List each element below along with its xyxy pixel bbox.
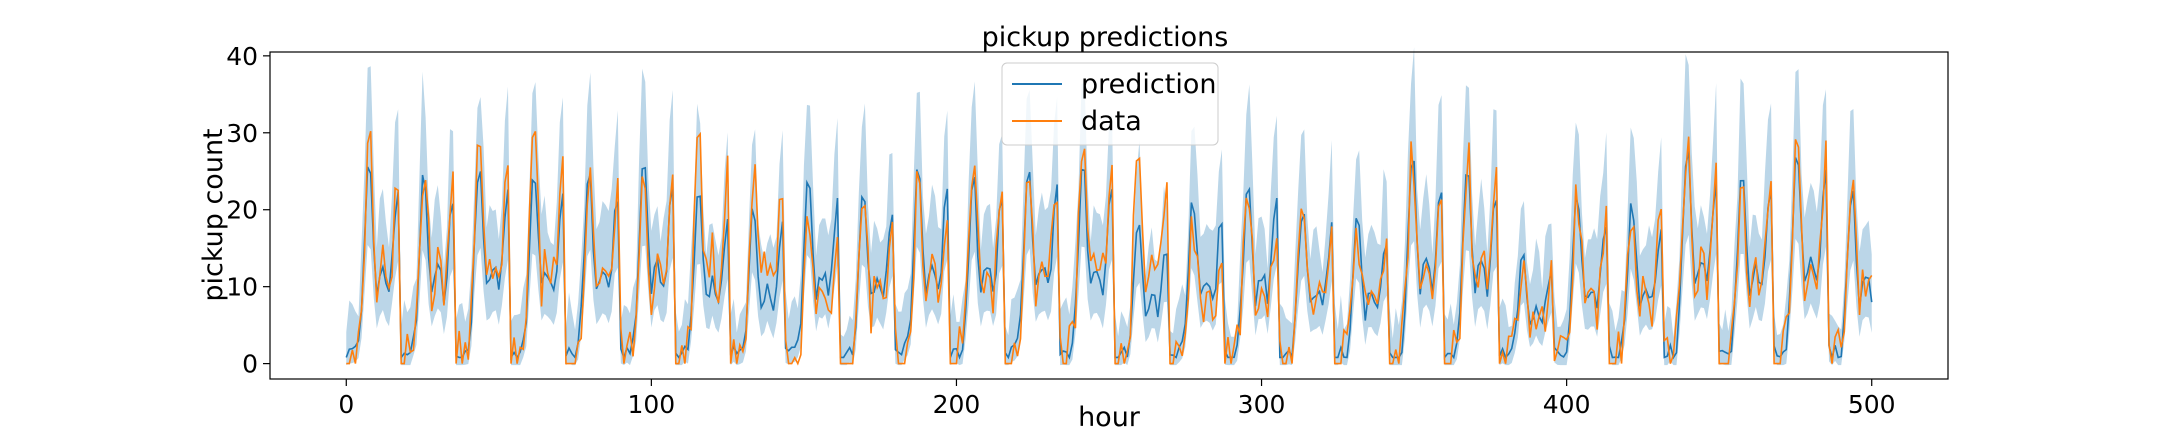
x-tick-label: 200 (933, 390, 981, 419)
y-tick-label: 20 (226, 196, 258, 225)
x-axis-label: hour (1078, 402, 1141, 432)
series-line-data (346, 130, 1873, 366)
y-axis-ticks: 0 10 20 30 40 (226, 42, 270, 379)
x-tick-label: 400 (1543, 390, 1591, 419)
y-tick-label: 30 (226, 119, 258, 148)
y-tick-label: 40 (226, 42, 258, 71)
x-tick-label: 500 (1848, 390, 1896, 419)
x-axis-ticks: 0 100 200 300 400 500 (338, 379, 1896, 419)
legend-label-prediction: prediction (1081, 69, 1216, 100)
legend-label-data: data (1081, 106, 1142, 137)
chart-title: pickup predictions (982, 22, 1229, 53)
plot-frame (269, 51, 1949, 380)
x-tick-label: 0 (338, 390, 354, 419)
y-axis-label: pickup count (198, 128, 229, 301)
legend: prediction data (1001, 62, 1219, 146)
y-tick-label: 10 (226, 273, 258, 302)
y-tick-label: 0 (242, 350, 258, 379)
x-tick-label: 300 (1238, 390, 1286, 419)
x-tick-label: 100 (628, 390, 676, 419)
series-line-layer (345, 130, 1873, 366)
